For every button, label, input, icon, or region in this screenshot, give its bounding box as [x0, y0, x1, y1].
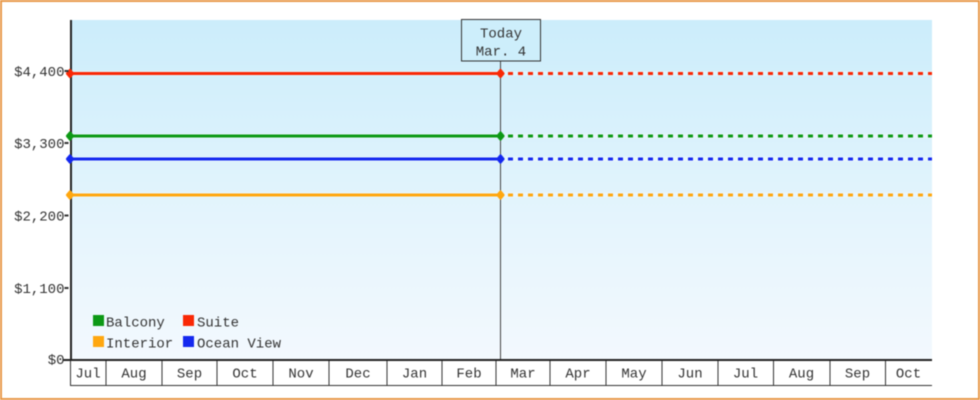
- svg-text:Jul: Jul: [75, 367, 100, 383]
- svg-text:Apr: Apr: [565, 367, 590, 383]
- svg-text:Ocean View: Ocean View: [197, 337, 282, 353]
- svg-text:Today: Today: [480, 27, 522, 43]
- svg-text:May: May: [621, 367, 646, 383]
- svg-text:Jul: Jul: [733, 367, 758, 383]
- svg-text:Aug: Aug: [121, 367, 146, 383]
- svg-text:Nov: Nov: [288, 367, 313, 383]
- svg-text:Dec: Dec: [345, 367, 370, 383]
- svg-text:$2,200: $2,200: [14, 210, 64, 226]
- svg-text:$3,300: $3,300: [14, 137, 64, 153]
- svg-text:Sep: Sep: [845, 367, 870, 383]
- svg-text:Feb: Feb: [456, 367, 481, 383]
- svg-text:Oct: Oct: [896, 367, 921, 383]
- svg-text:$0: $0: [48, 353, 65, 369]
- svg-text:Mar: Mar: [510, 367, 535, 383]
- svg-text:Jan: Jan: [402, 367, 427, 383]
- svg-text:Interior: Interior: [106, 337, 173, 353]
- svg-text:Jun: Jun: [677, 367, 702, 383]
- svg-text:Sep: Sep: [177, 367, 202, 383]
- svg-text:$4,400: $4,400: [14, 65, 64, 81]
- svg-text:$1,100: $1,100: [14, 282, 64, 298]
- svg-text:Balcony: Balcony: [106, 316, 165, 332]
- svg-text:Mar. 4: Mar. 4: [476, 45, 526, 61]
- svg-text:Oct: Oct: [232, 367, 257, 383]
- svg-text:Suite: Suite: [197, 316, 239, 332]
- svg-text:Aug: Aug: [789, 367, 814, 383]
